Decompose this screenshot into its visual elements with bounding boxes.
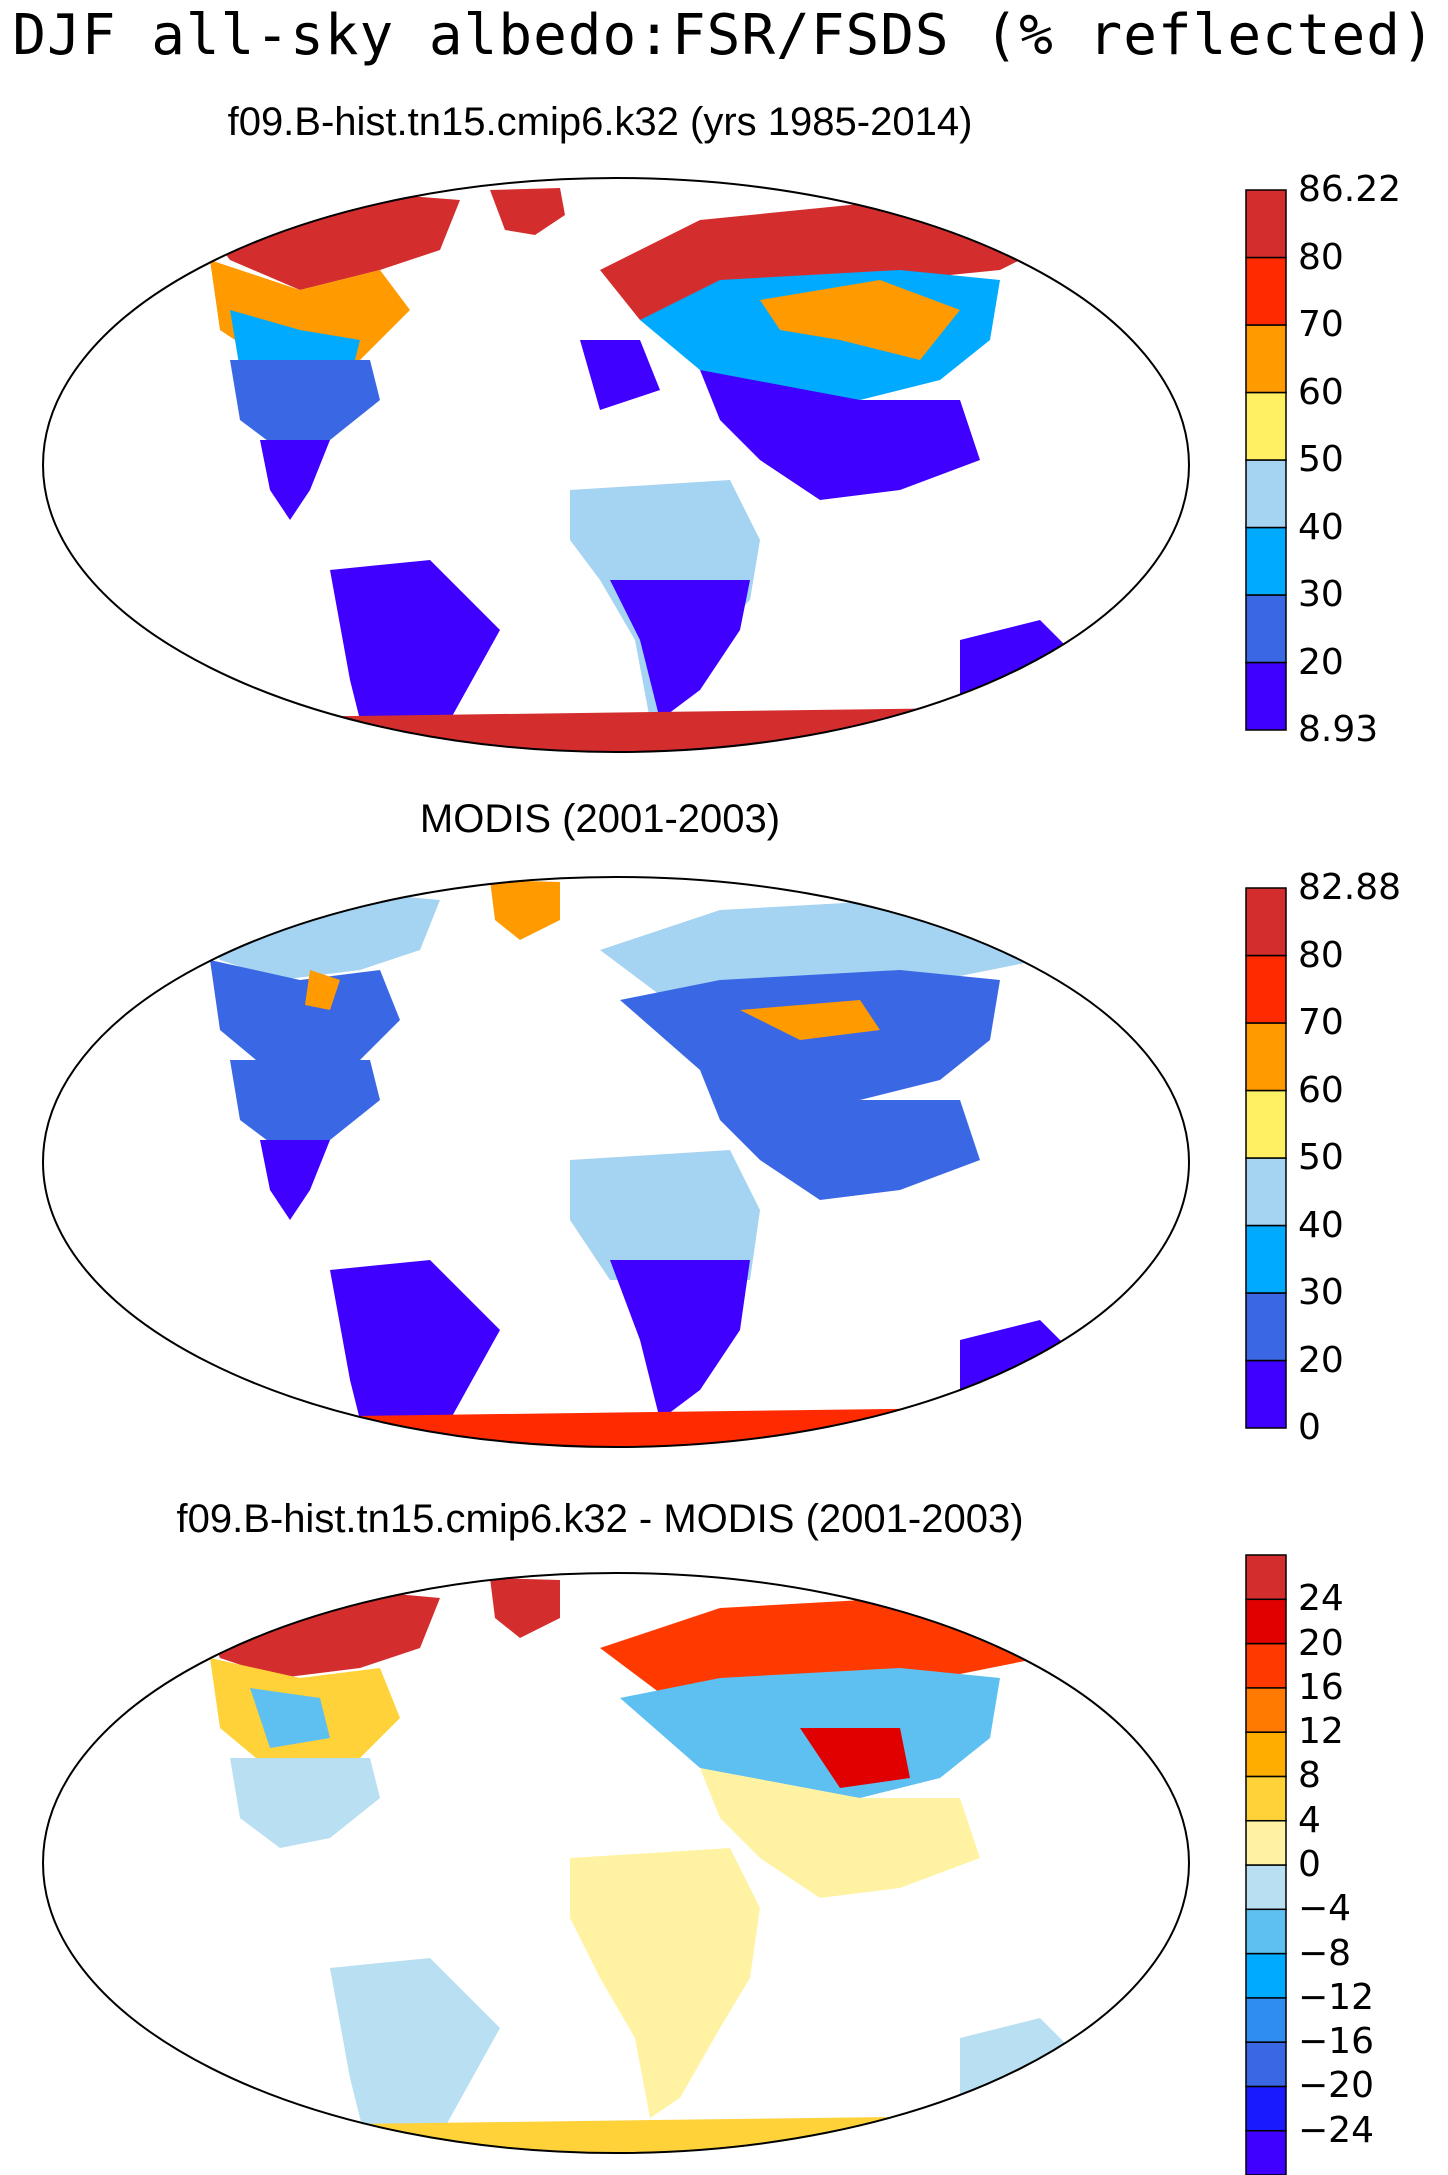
colorbar-swatch bbox=[1245, 2041, 1287, 2088]
colorbar-label: 30 bbox=[1298, 574, 1344, 615]
colorbar-label: 50 bbox=[1298, 439, 1344, 480]
colorbar-label: 20 bbox=[1298, 1339, 1344, 1381]
colorbar-label: 20 bbox=[1298, 1622, 1344, 1664]
colorbar-swatch bbox=[1245, 1864, 1287, 1911]
colorbar-swatch bbox=[1245, 1359, 1287, 1429]
colorbar-swatch bbox=[1245, 189, 1287, 259]
colorbar-label: −12 bbox=[1298, 1976, 1374, 2018]
panel-1-map bbox=[42, 177, 1190, 753]
colorbar-swatch bbox=[1245, 1157, 1287, 1227]
colorbar-label: −8 bbox=[1298, 1932, 1352, 1974]
colorbar-swatch bbox=[1245, 887, 1287, 957]
colorbar-label: 86.22 bbox=[1298, 169, 1402, 210]
colorbar-label: 16 bbox=[1298, 1666, 1344, 1708]
colorbar-label: 8.93 bbox=[1298, 709, 1379, 750]
colorbar-label: 24 bbox=[1298, 1578, 1344, 1620]
colorbar-swatch bbox=[1245, 1687, 1287, 1733]
colorbar-swatch bbox=[1245, 594, 1287, 664]
colorbar-label: 80 bbox=[1298, 934, 1344, 976]
colorbar-swatch bbox=[1245, 1089, 1287, 1159]
colorbar-swatch bbox=[1245, 2129, 1287, 2175]
colorbar-label: −20 bbox=[1298, 2065, 1374, 2107]
colorbar-swatch bbox=[1245, 1642, 1287, 1689]
colorbar-swatch bbox=[1245, 1819, 1287, 1866]
colorbar-label: 82.88 bbox=[1298, 867, 1402, 908]
colorbar-label: 50 bbox=[1298, 1137, 1344, 1178]
colorbar-swatch bbox=[1245, 1731, 1287, 1778]
colorbar-label: 12 bbox=[1298, 1711, 1344, 1753]
colorbar-label: 0 bbox=[1298, 1407, 1321, 1448]
colorbar-label: 70 bbox=[1298, 304, 1344, 345]
colorbar-swatch bbox=[1245, 954, 1287, 1024]
colorbar-swatch bbox=[1245, 1554, 1287, 1601]
figure-title: DJF all-sky albedo:FSR/FSDS (% reflected… bbox=[12, 3, 1436, 68]
colorbar-swatch bbox=[1245, 1598, 1287, 1645]
colorbar-swatch bbox=[1245, 1908, 1287, 1955]
colorbar-swatch bbox=[1245, 391, 1287, 461]
panel-1-colorbar bbox=[1245, 189, 1287, 731]
panel-1-title: f09.B-hist.tn15.cmip6.k32 (yrs 1985-2014… bbox=[227, 100, 973, 144]
panel-3-colorbar bbox=[1245, 1554, 1287, 2175]
colorbar-label: 80 bbox=[1298, 236, 1344, 278]
colorbar-swatch bbox=[1245, 256, 1287, 326]
colorbar-label: 40 bbox=[1298, 1204, 1344, 1246]
panel-2-map bbox=[42, 876, 1190, 1448]
colorbar-swatch bbox=[1245, 1022, 1287, 1092]
panel-3-map bbox=[42, 1572, 1190, 2154]
colorbar-swatch bbox=[1245, 526, 1287, 596]
colorbar-label: 60 bbox=[1298, 1069, 1344, 1111]
colorbar-swatch bbox=[1245, 1224, 1287, 1294]
colorbar-label: 60 bbox=[1298, 371, 1344, 413]
colorbar-swatch bbox=[1245, 1997, 1287, 2043]
colorbar-swatch bbox=[1245, 1292, 1287, 1362]
colorbar-swatch bbox=[1245, 1952, 1287, 1999]
colorbar-swatch bbox=[1245, 661, 1287, 731]
colorbar-label: −24 bbox=[1298, 2109, 1374, 2151]
colorbar-swatch bbox=[1245, 1775, 1287, 1822]
colorbar-label: 30 bbox=[1298, 1272, 1344, 1313]
panel-2-title: MODIS (2001-2003) bbox=[419, 797, 781, 841]
colorbar-label: −4 bbox=[1298, 1888, 1352, 1930]
colorbar-label: 0 bbox=[1298, 1844, 1321, 1885]
colorbar-swatch bbox=[1245, 459, 1287, 529]
colorbar-swatch bbox=[1245, 2085, 1287, 2132]
colorbar-label: 20 bbox=[1298, 641, 1344, 683]
panel-3-title: f09.B-hist.tn15.cmip6.k32 - MODIS (2001-… bbox=[176, 1497, 1024, 1541]
colorbar-label: 70 bbox=[1298, 1002, 1344, 1043]
colorbar-label: −16 bbox=[1298, 2021, 1374, 2063]
colorbar-label: 40 bbox=[1298, 506, 1344, 548]
colorbar-label: 4 bbox=[1298, 1799, 1321, 1841]
panel-2-colorbar bbox=[1245, 887, 1287, 1429]
colorbar-label: 8 bbox=[1298, 1755, 1321, 1797]
colorbar-swatch bbox=[1245, 324, 1287, 394]
